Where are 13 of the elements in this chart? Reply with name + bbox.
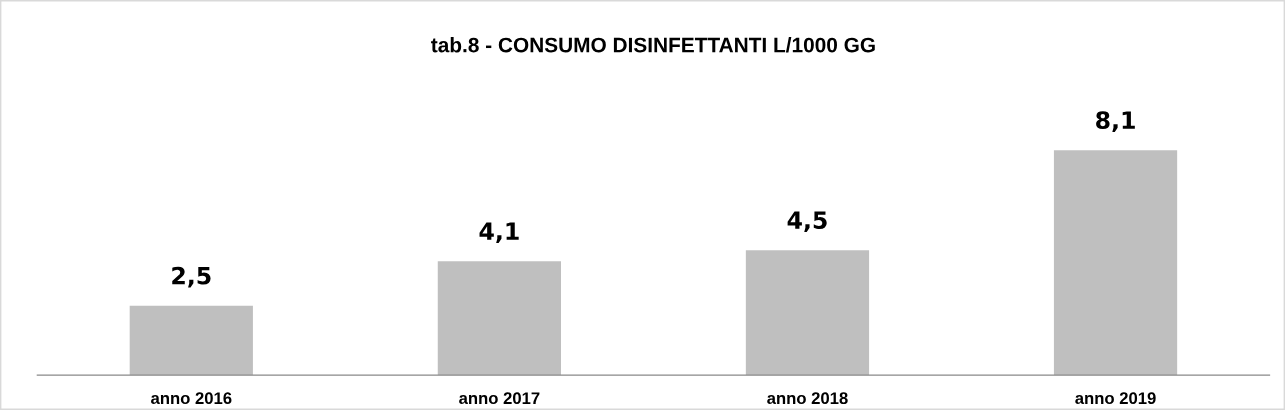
bar xyxy=(129,305,253,376)
data-label: 4,1 xyxy=(479,222,519,244)
data-label: 4,5 xyxy=(787,211,827,233)
x-tick-label: anno 2018 xyxy=(767,392,848,405)
chart-title: tab.8 - CONSUMO DISINFETTANTI L/1000 GG xyxy=(431,37,875,53)
bar xyxy=(1053,150,1178,376)
x-tick-label: anno 2017 xyxy=(459,392,540,405)
bar xyxy=(437,261,561,376)
data-label: 8,1 xyxy=(1096,111,1135,133)
x-tick-label: anno 2019 xyxy=(1075,392,1156,405)
x-tick-label: anno 2016 xyxy=(151,392,232,405)
data-label: 2,5 xyxy=(172,266,211,288)
bar xyxy=(745,250,870,376)
